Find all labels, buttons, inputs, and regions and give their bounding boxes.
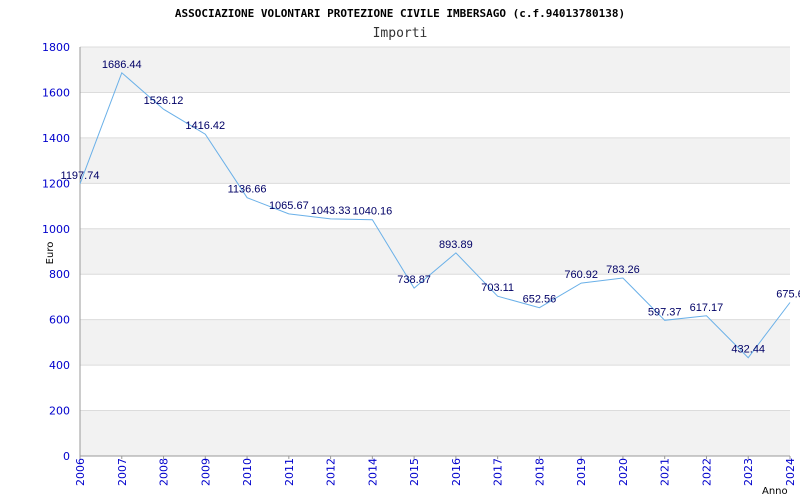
series-group [79,71,791,359]
x-tick-label: 2020 [617,458,630,486]
data-label: 1416.42 [185,120,225,132]
chart-title: ASSOCIAZIONE VOLONTARI PROTEZIONE CIVILE… [175,7,625,20]
x-tick-label: 2023 [742,458,755,486]
x-tick-label: 2009 [199,458,212,486]
data-label: 597.37 [648,306,682,318]
x-tick-label: 2024 [784,458,797,486]
x-tick-label: 2010 [241,458,254,486]
grid-band [80,137,790,184]
x-tick-label: 2006 [74,458,87,486]
y-tick-label: 1200 [42,177,70,190]
y-tick-label: 200 [49,405,70,418]
x-tick-label: 2018 [533,458,546,486]
data-label: 1686.44 [102,59,142,71]
x-tick-label: 2021 [659,458,672,486]
x-tick-label: 2016 [450,458,463,486]
y-tick-label: 1800 [42,41,70,54]
y-tick-label: 400 [49,359,70,372]
x-axis-label: Anno [762,486,788,497]
grid-band [80,410,790,456]
x-tick-label: 2008 [158,458,171,486]
data-labels: 1197.74 1686.44 1526.12 1416.42 1136.661065.… [61,59,800,356]
axes [79,47,790,457]
x-axis-ticks: 2006 2007 2008 2009 2010 2011 2012 2014 2015 2016… [74,456,797,486]
data-label: 432.44 [731,344,765,356]
x-tick-label: 2015 [408,458,421,486]
data-label: 617.17 [690,302,724,314]
x-tick-label: 2019 [575,458,588,486]
data-label: 652.56 [523,294,557,306]
y-tick-label: 600 [49,314,70,327]
y-tick-label: 1000 [42,223,70,236]
grid-band [80,228,790,275]
x-tick-label: 2014 [366,458,379,486]
grid-band [80,319,790,366]
data-label: 703.11 [481,282,514,294]
y-tick-label: 800 [49,268,70,281]
data-label: 1043.33 [311,205,351,217]
series-line [79,71,791,359]
data-label: 783.26 [606,264,640,276]
x-tick-label: 2011 [283,458,296,486]
grid-band [80,47,790,93]
data-label: 738.87 [397,274,431,286]
data-label: 893.89 [439,239,473,251]
chart-subtitle: Importi [373,26,428,41]
grid-lines [80,46,790,457]
data-label: 1065.67 [269,200,309,212]
x-tick-label: 2007 [116,458,129,486]
data-label: 1526.12 [144,95,184,107]
y-tick-label: 1600 [42,86,70,99]
data-label: 1197.74 [61,170,100,182]
x-tick-label: 2017 [492,458,505,486]
grid-bands [80,47,790,456]
data-label: 1136.66 [228,184,267,196]
y-axis-ticks: 0 200 400 600 800 1000 1200 1400 1600 1800 [42,41,70,463]
x-tick-label: 2022 [700,458,713,486]
data-label: 1040.16 [352,206,392,218]
x-tick-label: 2012 [325,458,338,486]
y-tick-label: 1400 [42,132,70,145]
y-axis-label: Euro [45,242,56,265]
data-label: 675.6 [776,288,800,300]
y-tick-label: 0 [63,450,70,463]
data-label: 760.92 [564,269,598,281]
